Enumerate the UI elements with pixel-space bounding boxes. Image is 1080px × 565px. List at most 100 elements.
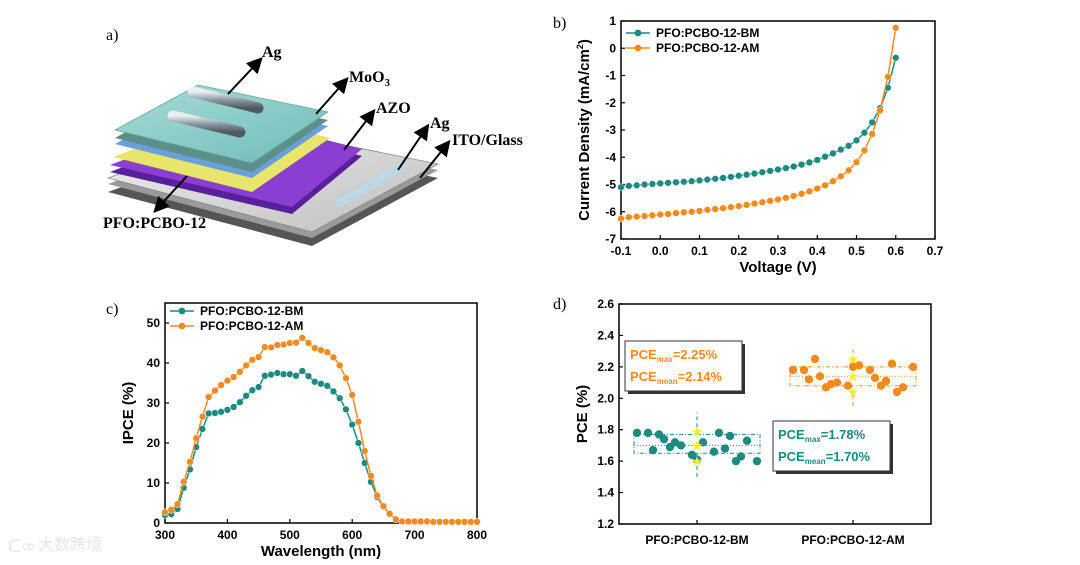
- data-point: [632, 428, 642, 438]
- data-point: [286, 339, 294, 347]
- annotation-box: [624, 340, 743, 392]
- data-point: [423, 517, 431, 526]
- data-point: [254, 353, 263, 361]
- x-tick-label: 0.2: [730, 244, 747, 258]
- y-tick-label: -5: [605, 178, 616, 192]
- data-point: [267, 343, 275, 352]
- data-point: [695, 207, 704, 215]
- data-point: [336, 394, 344, 402]
- panel-label: b): [553, 15, 566, 32]
- y-tick-label: 0: [609, 41, 616, 55]
- data-point: [711, 175, 719, 183]
- data-point: [892, 24, 900, 32]
- panel-label: d): [553, 296, 566, 313]
- data-point: [273, 369, 281, 377]
- data-point: [242, 392, 250, 400]
- data-point: [813, 184, 821, 193]
- data-point: [323, 382, 331, 390]
- y-tick-label: 1.6: [597, 454, 614, 468]
- data-point: [725, 431, 735, 441]
- data-point: [223, 406, 232, 414]
- data-point: [695, 176, 704, 185]
- data-point: [782, 164, 790, 172]
- data-point: [373, 491, 381, 500]
- data-point: [640, 212, 649, 220]
- data-point: [298, 334, 306, 342]
- y-axis-title: Current Density (mA/cm2): [575, 39, 593, 221]
- data-point: [790, 192, 798, 200]
- layer-arrows: [153, 57, 451, 213]
- data-point: [752, 456, 762, 466]
- data-point: [664, 179, 672, 187]
- data-point: [311, 344, 319, 352]
- series-line-bm: [620, 57, 897, 188]
- data-point: [236, 398, 244, 406]
- legend-marker: [178, 307, 186, 315]
- x-tick-label: 0.0: [652, 244, 669, 258]
- data-point: [460, 518, 469, 526]
- data-point: [892, 387, 902, 397]
- data-point: [298, 367, 306, 375]
- panel-d-pce-chart: d) 1.2 1.4 1.6 1.8 2.0 2.2 2.4 2.6 PFO:PCBO-12-BM…: [553, 296, 932, 547]
- data-point: [640, 180, 649, 189]
- data-point: [758, 198, 766, 206]
- y-tick-label: 1.2: [597, 517, 614, 531]
- data-point: [805, 187, 814, 195]
- y-tick-label: 2.6: [597, 297, 614, 311]
- data-point: [845, 166, 853, 174]
- data-point: [821, 181, 829, 189]
- data-point: [248, 386, 257, 394]
- series-line-am: [164, 336, 477, 523]
- data-point: [805, 158, 814, 167]
- legend-label: PFO:PCBO-12-AM: [656, 41, 759, 55]
- data-point: [292, 338, 300, 347]
- y-tick-label: 2.2: [597, 360, 614, 374]
- y-tick-label: 30: [147, 396, 161, 410]
- panel-a-device-schematic: a) Ag MoO3 AZO Ag ITO/: [103, 27, 523, 246]
- data-point: [860, 146, 868, 155]
- data-point: [304, 372, 313, 380]
- data-point: [837, 172, 845, 180]
- data-point: [797, 190, 806, 198]
- star-marker-icon: ★: [691, 424, 704, 440]
- x-tick-label: 0.3: [770, 244, 787, 258]
- data-point: [736, 452, 746, 461]
- data-point: [742, 201, 751, 209]
- data-point: [703, 206, 711, 214]
- legend-label: PFO:PCBO-12-BM: [656, 26, 759, 40]
- data-point: [709, 447, 719, 456]
- star-marker-icon: ★: [691, 438, 704, 454]
- data-point: [892, 54, 900, 62]
- x-tick-label: 400: [217, 528, 237, 542]
- watermark-logo-icon: ᑕ∞: [8, 536, 36, 557]
- data-point: [711, 205, 719, 213]
- data-point: [868, 130, 876, 138]
- data-point: [317, 346, 325, 354]
- data-point: [680, 208, 688, 216]
- data-point: [342, 405, 350, 414]
- ag-top-electrode-2: [167, 110, 246, 138]
- data-point: [664, 210, 672, 218]
- data-point: [625, 213, 633, 221]
- pce-mean-annotation: PCEmean=2.14%: [630, 369, 723, 386]
- data-point: [304, 339, 313, 347]
- data-point: [192, 434, 200, 442]
- data-point: [173, 500, 182, 508]
- data-point: [392, 515, 400, 524]
- y-tick-label: 1.8: [597, 423, 614, 437]
- x-tick-label: 0.4: [809, 244, 826, 258]
- star-marker-icon: ★: [847, 385, 860, 401]
- data-point: [837, 145, 845, 154]
- data-point: [884, 73, 892, 81]
- y-tick-label: 40: [147, 356, 161, 370]
- y-tick-label: 2.0: [597, 391, 614, 405]
- label-ito-glass: ITO/Glass: [452, 132, 523, 149]
- data-point: [766, 197, 774, 205]
- x-tick-label: PFO:PCBO-12-BM: [645, 533, 748, 547]
- data-point: [659, 434, 669, 444]
- star-marker-icon: ★: [691, 454, 704, 470]
- data-point: [167, 506, 175, 514]
- data-point: [205, 393, 213, 401]
- watermark: 大数跨境: [38, 535, 102, 554]
